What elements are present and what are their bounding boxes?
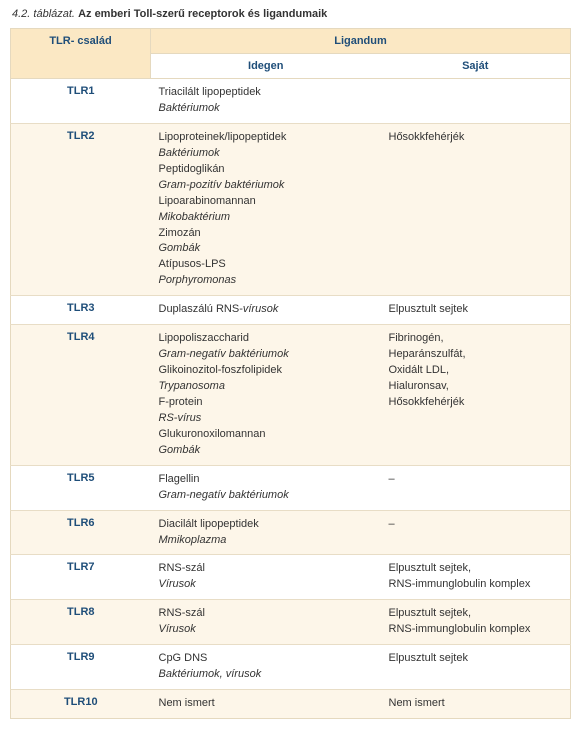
col-header-self: Saját: [381, 54, 571, 79]
table-number: 4.2. táblázat.: [12, 8, 75, 20]
table-title: Az emberi Toll-szerű receptorok és ligan…: [78, 8, 327, 20]
ligand-line: Diacilált lipopeptidek: [159, 517, 373, 533]
self-cell: Elpusztult sejtek: [381, 296, 571, 325]
ligand-line: Mmikoplazma: [159, 533, 373, 549]
family-cell: TLR1: [11, 79, 151, 124]
ligand-line: RS-vírus: [159, 411, 373, 427]
tlr-table: TLR- család Ligandum Idegen Saját TLR1Tr…: [10, 28, 571, 719]
foreign-cell: RNS-szálVírusok: [151, 555, 381, 600]
table-row: TLR5FlagellinGram-negatív baktériumok–: [11, 465, 571, 510]
ligand-line: Heparánszulfát,: [389, 347, 563, 363]
ligand-line: Hialuronsav,: [389, 379, 563, 395]
family-cell: TLR2: [11, 123, 151, 295]
ligand-line: Mikobaktérium: [159, 210, 373, 226]
self-cell: Hősokkfehérjék: [381, 123, 571, 295]
ligand-line: Nem ismert: [389, 696, 563, 712]
ligand-line: Nem ismert: [159, 696, 373, 712]
table-caption: 4.2. táblázat. Az emberi Toll-szerű rece…: [12, 8, 571, 20]
ligand-line: Peptidoglikán: [159, 162, 373, 178]
ligand-line: Gombák: [159, 241, 373, 257]
col-header-family: TLR- család: [11, 29, 151, 79]
table-row: TLR6Diacilált lipopeptidekMmikoplazma–: [11, 510, 571, 555]
ligand-line: Duplaszálú RNS-vírusok: [159, 302, 373, 318]
ligand-line: Zimozán: [159, 226, 373, 242]
ligand-line: RNS-immunglobulin komplex: [389, 622, 563, 638]
ligand-line: Hősokkfehérjék: [389, 130, 563, 146]
ligand-line: Baktériumok: [159, 101, 373, 117]
page: 4.2. táblázat. Az emberi Toll-szerű rece…: [0, 0, 581, 731]
family-cell: TLR5: [11, 465, 151, 510]
ligand-line: Trypanosoma: [159, 379, 373, 395]
col-header-foreign: Idegen: [151, 54, 381, 79]
table-row: TLR1Triacilált lipopeptidekBaktériumok: [11, 79, 571, 124]
ligand-line: Atípusos-LPS: [159, 257, 373, 273]
col-header-ligand: Ligandum: [151, 29, 571, 54]
foreign-cell: Diacilált lipopeptidekMmikoplazma: [151, 510, 381, 555]
self-cell: Elpusztult sejtek,RNS-immunglobulin komp…: [381, 555, 571, 600]
self-cell: Elpusztult sejtek,RNS-immunglobulin komp…: [381, 600, 571, 645]
ligand-line: Lipopoliszaccharid: [159, 331, 373, 347]
family-cell: TLR3: [11, 296, 151, 325]
ligand-line: RNS-immunglobulin komplex: [389, 577, 563, 593]
ligand-line: Baktériumok, vírusok: [159, 667, 373, 683]
ligand-line: Oxidált LDL,: [389, 363, 563, 379]
table-row: TLR9CpG DNSBaktériumok, vírusokElpusztul…: [11, 645, 571, 690]
ligand-line: Glikoinozitol-foszfolipidek: [159, 363, 373, 379]
table-row: TLR3 Duplaszálú RNS-vírusok Elpusztult sej…: [11, 296, 571, 325]
ligand-line: Baktériumok: [159, 146, 373, 162]
ligand-line: Lipoproteinek/lipopeptidek: [159, 130, 373, 146]
ligand-line: Flagellin: [159, 472, 373, 488]
ligand-line: RNS-szál: [159, 561, 373, 577]
foreign-cell: LipopoliszaccharidGram-negatív baktérium…: [151, 325, 381, 466]
self-cell: [381, 79, 571, 124]
ligand-line: Lipoarabinomannan: [159, 194, 373, 210]
ligand-line: Gram-pozitív baktériumok: [159, 178, 373, 194]
foreign-cell: CpG DNSBaktériumok, vírusok: [151, 645, 381, 690]
ligand-line: Porphyromonas: [159, 273, 373, 289]
ligand-line: –: [389, 472, 563, 488]
ligand-line: Elpusztult sejtek,: [389, 561, 563, 577]
foreign-cell: Duplaszálú RNS-vírusok: [151, 296, 381, 325]
table-body: TLR1Triacilált lipopeptidekBaktériumokTL…: [11, 79, 571, 719]
ligand-line: Triacilált lipopeptidek: [159, 85, 373, 101]
self-cell: –: [381, 510, 571, 555]
family-cell: TLR10: [11, 690, 151, 719]
ligand-line: Gram-negatív baktériumok: [159, 488, 373, 504]
family-cell: TLR6: [11, 510, 151, 555]
ligand-line: Elpusztult sejtek: [389, 651, 563, 667]
foreign-cell: RNS-szálVírusok: [151, 600, 381, 645]
family-cell: TLR4: [11, 325, 151, 466]
table-row: TLR4LipopoliszaccharidGram-negatív bakté…: [11, 325, 571, 466]
foreign-cell: Nem ismert: [151, 690, 381, 719]
ligand-line: RNS-szál: [159, 606, 373, 622]
self-cell: Fibrinogén,Heparánszulfát,Oxidált LDL,Hi…: [381, 325, 571, 466]
ligand-line: Gombák: [159, 443, 373, 459]
ligand-line: –: [389, 517, 563, 533]
ligand-line: CpG DNS: [159, 651, 373, 667]
ligand-line: Vírusok: [159, 577, 373, 593]
ligand-line: Fibrinogén,: [389, 331, 563, 347]
self-cell: –: [381, 465, 571, 510]
foreign-cell: Triacilált lipopeptidekBaktériumok: [151, 79, 381, 124]
ligand-line: Hősokkfehérjék: [389, 395, 563, 411]
self-cell: Elpusztult sejtek: [381, 645, 571, 690]
ligand-line: Elpusztult sejtek,: [389, 606, 563, 622]
foreign-cell: Lipoproteinek/lipopeptidekBaktériumokPep…: [151, 123, 381, 295]
ligand-line: Gram-negatív baktériumok: [159, 347, 373, 363]
family-cell: TLR7: [11, 555, 151, 600]
family-cell: TLR8: [11, 600, 151, 645]
ligand-line: F-protein: [159, 395, 373, 411]
table-row: TLR7RNS-szálVírusokElpusztult sejtek,RNS…: [11, 555, 571, 600]
self-cell: Nem ismert: [381, 690, 571, 719]
table-row: TLR8RNS-szálVírusokElpusztult sejtek,RNS…: [11, 600, 571, 645]
table-head: TLR- család Ligandum Idegen Saját: [11, 29, 571, 79]
foreign-cell: FlagellinGram-negatív baktériumok: [151, 465, 381, 510]
ligand-line: Elpusztult sejtek: [389, 302, 563, 318]
table-row: TLR10 Nem ismert Nem ismert: [11, 690, 571, 719]
family-cell: TLR9: [11, 645, 151, 690]
ligand-line: Glukuronoxilomannan: [159, 427, 373, 443]
ligand-line: Vírusok: [159, 622, 373, 638]
table-row: TLR2Lipoproteinek/lipopeptidekBaktériumo…: [11, 123, 571, 295]
